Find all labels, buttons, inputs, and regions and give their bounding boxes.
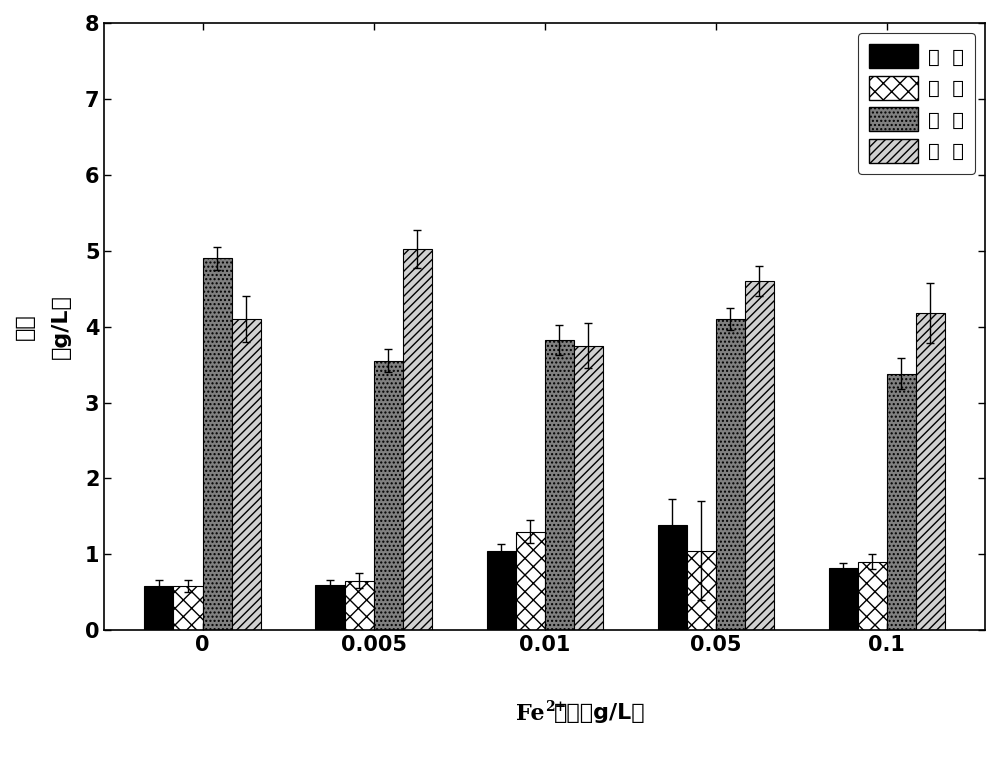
Bar — [487, 552, 516, 630]
Text: 2+: 2+ — [545, 700, 566, 714]
Bar — [574, 345, 603, 630]
Bar — [745, 281, 774, 630]
Bar — [232, 319, 261, 630]
Bar — [716, 319, 745, 630]
Y-axis label: 浓度
（g/L）: 浓度 （g/L） — [15, 294, 71, 359]
Bar — [374, 361, 403, 630]
Bar — [829, 568, 858, 630]
Bar — [173, 586, 203, 630]
Bar — [858, 562, 887, 630]
Bar — [516, 531, 545, 630]
Text: Fe: Fe — [516, 703, 545, 725]
Bar — [658, 525, 687, 630]
Legend: 乙  醇, 丁  醇, 乙  酸, 丁  酸: 乙 醇, 丁 醇, 乙 酸, 丁 酸 — [858, 33, 975, 174]
Bar — [916, 313, 945, 630]
Bar — [315, 585, 345, 630]
Bar — [545, 340, 574, 630]
Text: 浓度（g/L）: 浓度（g/L） — [553, 703, 645, 723]
Bar — [203, 258, 232, 630]
Bar — [403, 249, 432, 630]
Bar — [345, 581, 374, 630]
Bar — [887, 373, 916, 630]
Bar — [144, 586, 173, 630]
Bar — [687, 551, 716, 630]
